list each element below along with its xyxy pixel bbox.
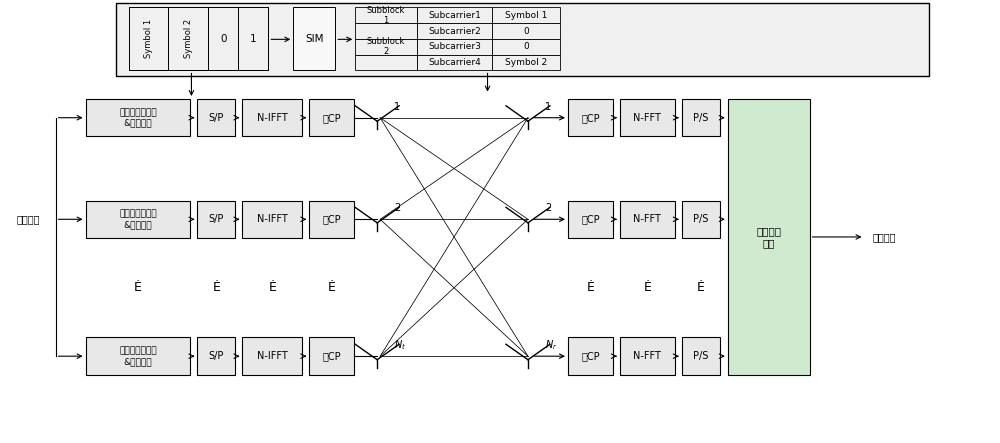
Text: 0: 0 xyxy=(220,34,227,44)
FancyBboxPatch shape xyxy=(417,8,492,23)
Text: 去CP: 去CP xyxy=(581,214,600,224)
Text: S/P: S/P xyxy=(209,351,224,361)
Text: 加CP: 加CP xyxy=(322,214,341,224)
Text: SIM: SIM xyxy=(305,34,324,44)
Text: Subcarrier4: Subcarrier4 xyxy=(428,58,481,67)
Text: Subblock
2: Subblock 2 xyxy=(367,37,405,57)
Text: 子载波索引调制
&符号调制: 子载波索引调制 &符号调制 xyxy=(119,210,157,229)
Text: 信号检测
解调: 信号检测 解调 xyxy=(756,226,781,248)
Text: Ė: Ė xyxy=(134,281,142,294)
Text: N-IFFT: N-IFFT xyxy=(257,113,288,123)
FancyBboxPatch shape xyxy=(242,338,302,375)
FancyBboxPatch shape xyxy=(197,99,235,136)
FancyBboxPatch shape xyxy=(86,338,190,375)
Text: Subcarrier1: Subcarrier1 xyxy=(428,11,481,19)
FancyBboxPatch shape xyxy=(129,8,268,70)
Text: N-FFT: N-FFT xyxy=(633,351,661,361)
FancyBboxPatch shape xyxy=(355,39,417,54)
Text: 0: 0 xyxy=(523,42,529,51)
Text: 2: 2 xyxy=(394,203,400,213)
Text: $N_t$: $N_t$ xyxy=(394,338,406,352)
FancyBboxPatch shape xyxy=(242,99,302,136)
FancyBboxPatch shape xyxy=(197,338,235,375)
Text: S/P: S/P xyxy=(209,214,224,224)
FancyBboxPatch shape xyxy=(86,99,190,136)
Text: 输出比特: 输出比特 xyxy=(873,232,896,242)
FancyBboxPatch shape xyxy=(355,54,417,70)
FancyBboxPatch shape xyxy=(682,99,720,136)
Text: Ė: Ė xyxy=(586,281,594,294)
Text: Ė: Ė xyxy=(643,281,651,294)
Text: Subblock
1: Subblock 1 xyxy=(367,5,405,25)
FancyBboxPatch shape xyxy=(309,99,354,136)
FancyBboxPatch shape xyxy=(620,338,675,375)
Text: 1: 1 xyxy=(545,102,551,112)
Text: Symbol 2: Symbol 2 xyxy=(184,19,193,58)
FancyBboxPatch shape xyxy=(682,201,720,238)
FancyBboxPatch shape xyxy=(355,8,417,23)
Text: Ė: Ė xyxy=(697,281,705,294)
Text: N-IFFT: N-IFFT xyxy=(257,214,288,224)
FancyBboxPatch shape xyxy=(492,54,560,70)
Text: Ė: Ė xyxy=(212,281,220,294)
FancyBboxPatch shape xyxy=(568,99,613,136)
FancyBboxPatch shape xyxy=(168,8,208,70)
FancyBboxPatch shape xyxy=(682,338,720,375)
FancyBboxPatch shape xyxy=(728,99,810,375)
Text: N-FFT: N-FFT xyxy=(633,214,661,224)
Text: N-IFFT: N-IFFT xyxy=(257,351,288,361)
FancyBboxPatch shape xyxy=(620,99,675,136)
Text: Symbol 1: Symbol 1 xyxy=(144,19,153,58)
FancyBboxPatch shape xyxy=(86,201,190,238)
Text: N-FFT: N-FFT xyxy=(633,113,661,123)
FancyBboxPatch shape xyxy=(492,39,560,54)
Text: P/S: P/S xyxy=(693,214,708,224)
FancyBboxPatch shape xyxy=(568,338,613,375)
Text: Ė: Ė xyxy=(328,281,336,294)
FancyBboxPatch shape xyxy=(417,23,492,39)
Text: 去CP: 去CP xyxy=(581,351,600,361)
FancyBboxPatch shape xyxy=(238,8,268,70)
Text: 去CP: 去CP xyxy=(581,113,600,123)
Text: Subcarrier3: Subcarrier3 xyxy=(428,42,481,51)
Text: 1: 1 xyxy=(250,34,257,44)
FancyBboxPatch shape xyxy=(417,39,492,54)
FancyBboxPatch shape xyxy=(197,201,235,238)
FancyBboxPatch shape xyxy=(116,3,929,76)
Text: Symbol 2: Symbol 2 xyxy=(505,58,547,67)
FancyBboxPatch shape xyxy=(309,201,354,238)
Text: 子载波索引调制
&符号调制: 子载波索引调制 &符号调制 xyxy=(119,108,157,128)
FancyBboxPatch shape xyxy=(492,23,560,39)
FancyBboxPatch shape xyxy=(242,201,302,238)
Text: 1: 1 xyxy=(394,102,400,112)
Text: 输入比特: 输入比特 xyxy=(17,214,40,224)
Text: 加CP: 加CP xyxy=(322,113,341,123)
FancyBboxPatch shape xyxy=(293,8,335,70)
FancyBboxPatch shape xyxy=(129,8,168,70)
Text: P/S: P/S xyxy=(693,113,708,123)
FancyBboxPatch shape xyxy=(568,201,613,238)
Text: 0: 0 xyxy=(523,27,529,35)
FancyBboxPatch shape xyxy=(417,54,492,70)
FancyBboxPatch shape xyxy=(309,338,354,375)
Text: 子载波索引调制
&符号调制: 子载波索引调制 &符号调制 xyxy=(119,346,157,366)
Text: Subcarrier2: Subcarrier2 xyxy=(428,27,481,35)
Text: S/P: S/P xyxy=(209,113,224,123)
Text: P/S: P/S xyxy=(693,351,708,361)
FancyBboxPatch shape xyxy=(208,8,238,70)
Text: 2: 2 xyxy=(545,203,551,213)
FancyBboxPatch shape xyxy=(355,23,417,39)
FancyBboxPatch shape xyxy=(492,8,560,23)
Text: Ė: Ė xyxy=(268,281,276,294)
Text: Symbol 1: Symbol 1 xyxy=(505,11,547,19)
FancyBboxPatch shape xyxy=(620,201,675,238)
Text: $N_r$: $N_r$ xyxy=(545,338,557,352)
Text: 加CP: 加CP xyxy=(322,351,341,361)
